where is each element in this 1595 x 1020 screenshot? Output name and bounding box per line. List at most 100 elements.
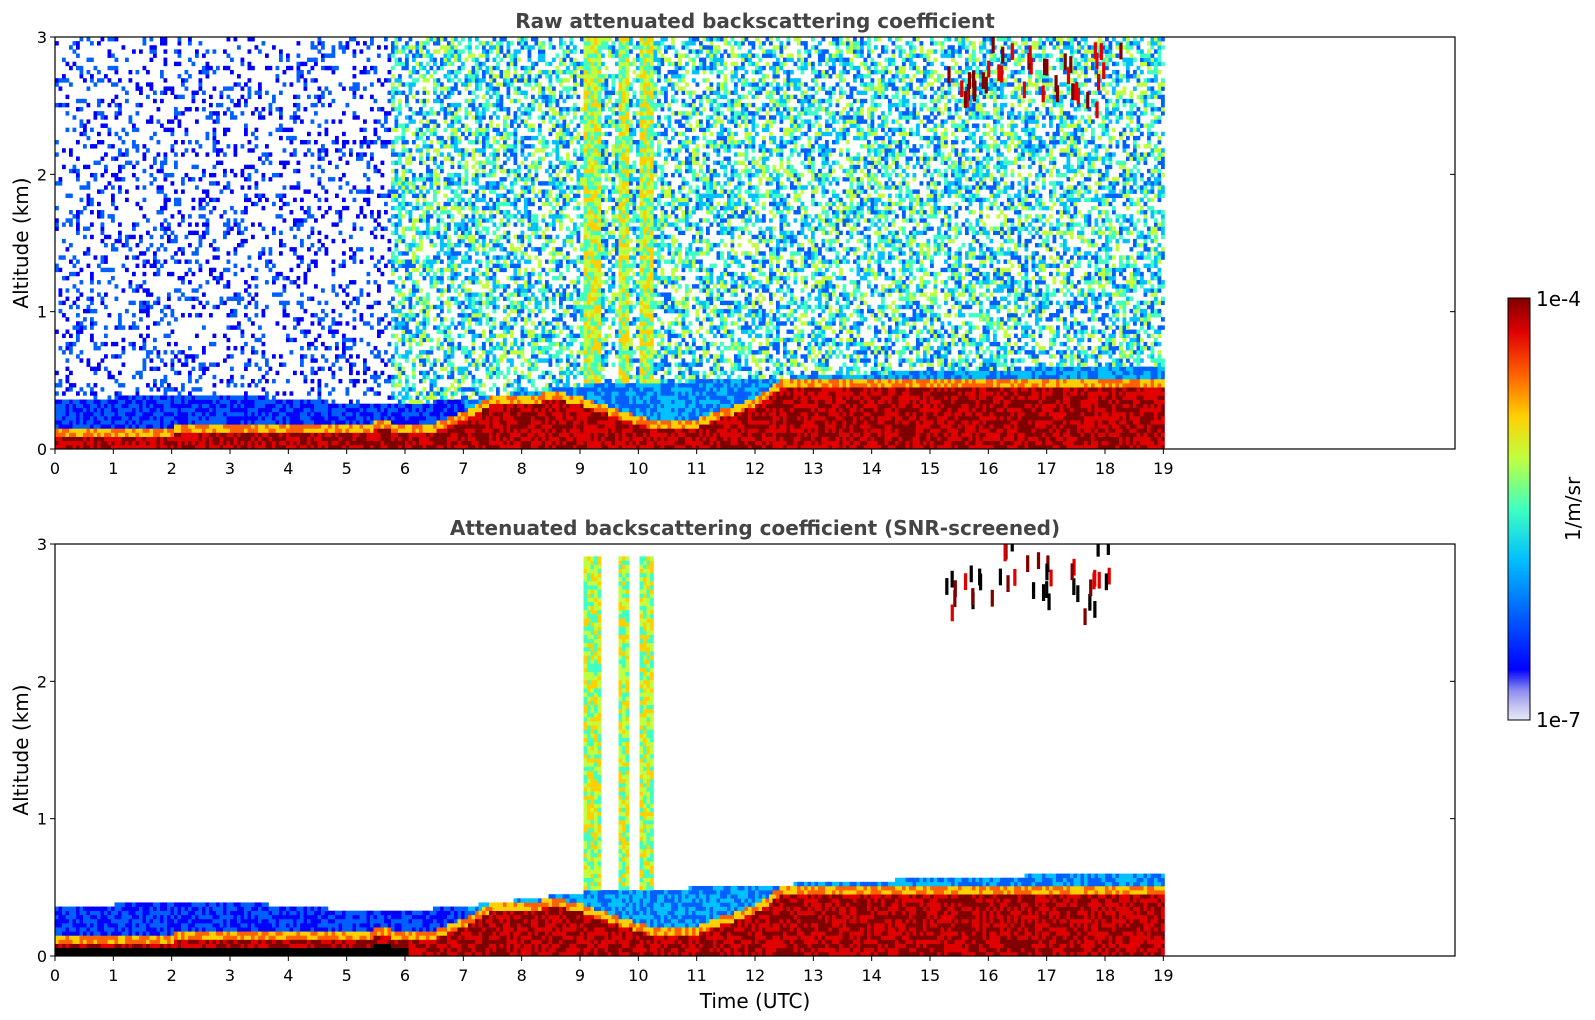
heat-cell [93, 370, 98, 376]
heat-cell [384, 78, 388, 83]
heat-cell [429, 346, 434, 351]
heat-cell [338, 185, 343, 190]
heat-cell [464, 304, 469, 310]
heat-cell [317, 321, 322, 326]
heat-cell [440, 416, 444, 421]
heat-cell [160, 263, 164, 269]
heat-cell [209, 444, 213, 449]
heat-cell [450, 416, 455, 421]
heat-cell [454, 407, 458, 413]
heat-cell [454, 205, 458, 211]
heat-cell [331, 362, 336, 367]
heat-cell [447, 243, 451, 248]
heat-cell [279, 123, 283, 128]
heat-cell [412, 284, 416, 289]
heat-cell [321, 428, 325, 433]
heat-cell [482, 383, 486, 388]
heat-cell [72, 407, 77, 413]
heat-cell [100, 238, 105, 244]
heat-cell [198, 41, 203, 46]
heat-cell [436, 329, 441, 334]
heat-cell [468, 329, 472, 334]
heat-cell [349, 440, 353, 446]
heat-cell [426, 135, 430, 141]
heat-cell [359, 189, 364, 194]
heat-cell [72, 168, 77, 174]
heat-cell [408, 214, 413, 219]
heat-cell [363, 135, 367, 141]
heat-cell [76, 304, 80, 310]
heat-cell [443, 354, 448, 359]
heat-cell [321, 53, 325, 58]
heat-cell [422, 304, 427, 310]
heat-cell [114, 115, 119, 120]
heat-cell [401, 420, 406, 425]
heat-cell [170, 90, 175, 95]
heat-cell [492, 325, 497, 330]
heat-cell [485, 350, 490, 355]
heat-cell [237, 292, 241, 297]
heat-cell [489, 238, 493, 244]
heat-cell [408, 263, 413, 269]
heat-cell [422, 440, 427, 446]
heat-cell [328, 416, 332, 421]
heat-cell [163, 350, 168, 355]
heat-cell [461, 424, 465, 429]
heat-cell [398, 300, 402, 306]
heat-cell [482, 185, 486, 190]
heat-cell [55, 218, 59, 223]
heat-cell [394, 181, 399, 186]
heat-cell [419, 337, 423, 343]
heat-cell [128, 115, 133, 120]
heat-cell [149, 399, 154, 404]
heat-cell [300, 238, 304, 244]
heat-cell [79, 292, 84, 297]
heat-cell [139, 403, 143, 409]
heat-cell [265, 407, 269, 413]
heat-cell [212, 164, 217, 170]
heat-cell [468, 69, 472, 75]
heat-cell [272, 45, 276, 50]
heat-cell [447, 411, 451, 417]
heat-cell [408, 49, 413, 54]
heat-cell [93, 432, 98, 437]
heat-cell [391, 41, 395, 46]
heat-cell [69, 45, 73, 50]
heat-cell [79, 411, 84, 417]
heat-cell [174, 115, 178, 120]
heat-cell [373, 140, 378, 145]
heat-cell [405, 226, 409, 231]
heat-cell [478, 234, 483, 240]
heat-cell [275, 107, 280, 112]
heat-cell [450, 399, 455, 404]
heat-cell [139, 90, 143, 95]
heat-cell [422, 403, 427, 409]
heat-cell [440, 82, 444, 87]
heat-cell [118, 391, 122, 396]
heat-cell [345, 440, 350, 446]
heat-cell [331, 333, 336, 339]
heat-cell [76, 210, 80, 215]
heat-cell [370, 37, 374, 42]
heat-cell [398, 440, 402, 446]
heat-cell [450, 284, 455, 289]
heat-cell [170, 313, 175, 318]
heat-cell [461, 378, 465, 384]
heat-cell [489, 172, 493, 178]
heat-cell [338, 177, 343, 182]
heat-cell [114, 354, 119, 359]
heat-cell [405, 53, 409, 58]
heat-cell [303, 374, 308, 380]
heat-cell [461, 440, 465, 446]
heat-cell [58, 292, 63, 297]
heat-cell [345, 416, 350, 421]
heat-cell [454, 288, 458, 293]
heat-cell [121, 127, 126, 133]
heat-cell [303, 329, 308, 334]
heat-cell [426, 292, 430, 297]
heat-cell [128, 407, 133, 413]
heat-cell [163, 395, 168, 400]
heat-cell [440, 341, 444, 347]
heat-cell [104, 407, 108, 413]
heat-cell [202, 172, 206, 178]
